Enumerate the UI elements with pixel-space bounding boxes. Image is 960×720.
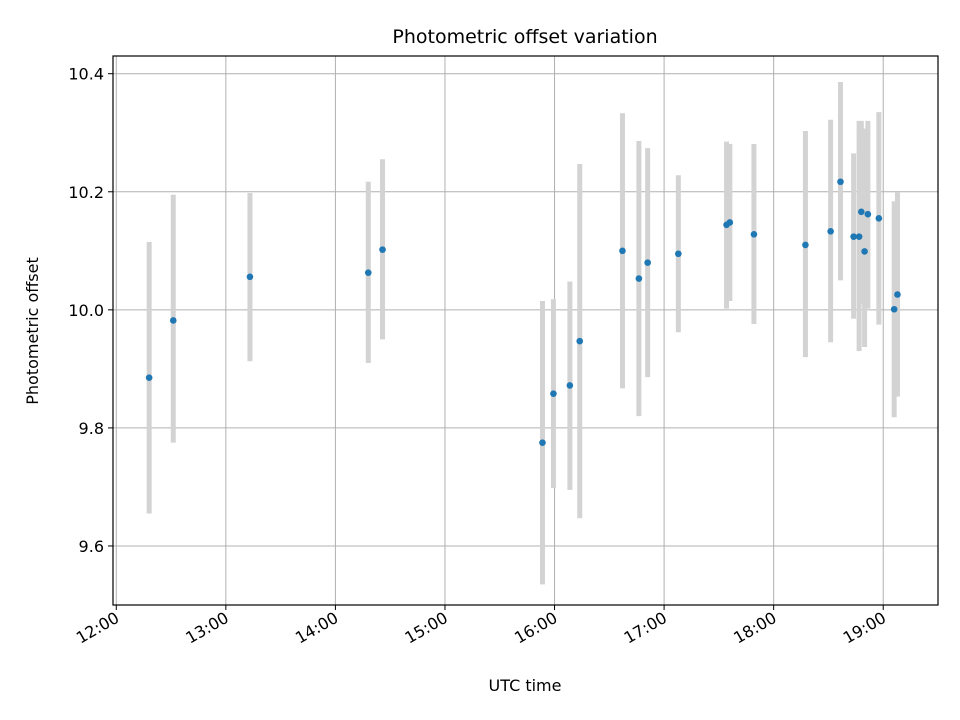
data-point	[145, 374, 153, 382]
plot-frame	[112, 55, 939, 606]
y-tick-label: 10.4	[68, 65, 104, 84]
data-point	[246, 273, 254, 281]
data-point	[550, 390, 557, 397]
y-tick-label: 9.6	[79, 537, 104, 556]
y-tick-label: 9.8	[79, 419, 104, 438]
data-point	[864, 210, 872, 218]
data-point	[619, 247, 626, 255]
data-point	[837, 178, 844, 186]
chart-title: Photometric offset variation	[392, 26, 657, 48]
data-point	[539, 439, 546, 446]
x-axis-label: UTC time	[489, 676, 562, 695]
data-point	[827, 228, 834, 235]
data-point	[364, 269, 372, 276]
data-point	[850, 233, 857, 240]
data-point	[890, 305, 898, 313]
data-point	[858, 208, 865, 216]
data-points	[145, 178, 901, 446]
data-point	[894, 291, 901, 298]
data-point	[675, 250, 682, 258]
data-point	[576, 337, 584, 345]
data-point	[635, 275, 643, 282]
data-point	[750, 230, 758, 238]
data-point	[566, 382, 574, 389]
data-point	[855, 233, 863, 240]
data-point	[379, 246, 386, 253]
data-point	[169, 317, 177, 324]
data-point	[726, 219, 734, 226]
data-point	[802, 241, 809, 249]
y-tick-label: 10.0	[68, 301, 104, 320]
y-tick-label: 10.2	[68, 183, 104, 202]
y-axis-ticks: 9.6 9.8 10.0 10.2 10.4	[68, 65, 113, 556]
data-point	[861, 248, 868, 255]
data-point	[875, 215, 883, 222]
y-axis-label: Photometric offset	[23, 257, 42, 405]
data-point	[644, 259, 651, 266]
